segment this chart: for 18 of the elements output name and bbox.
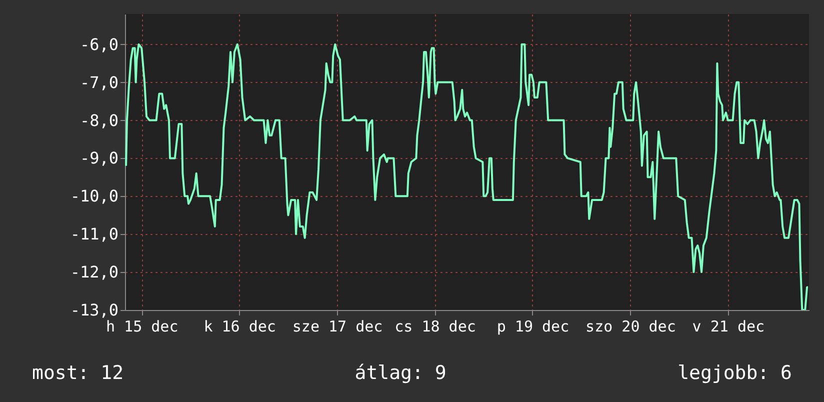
- y-tick-label: -6,0: [80, 34, 118, 54]
- x-tick-label: v 21 dec: [692, 318, 765, 336]
- y-tick-label: -12,0: [70, 262, 118, 282]
- x-tick-label: cs 18 dec: [394, 318, 476, 336]
- x-tick-label: h 15 dec: [106, 318, 178, 336]
- x-tick-label: sze 17 dec: [292, 318, 383, 336]
- text: most: 12: [32, 362, 124, 384]
- y-tick-label: -7,0: [80, 72, 118, 92]
- text: átlag: 9: [354, 362, 446, 384]
- y-tick-label: -11,0: [70, 224, 118, 244]
- y-tick-label: -9,0: [80, 148, 118, 168]
- x-tick-label: szo 20 dec: [586, 318, 676, 336]
- y-tick-label: -8,0: [80, 110, 118, 130]
- y-tick-label: -10,0: [70, 186, 118, 206]
- text: legjobb: 6: [678, 362, 792, 384]
- x-tick-label: p 19 dec: [496, 318, 570, 336]
- x-tick-label: k 16 dec: [204, 318, 276, 336]
- y-tick-label: -13,0: [70, 300, 118, 320]
